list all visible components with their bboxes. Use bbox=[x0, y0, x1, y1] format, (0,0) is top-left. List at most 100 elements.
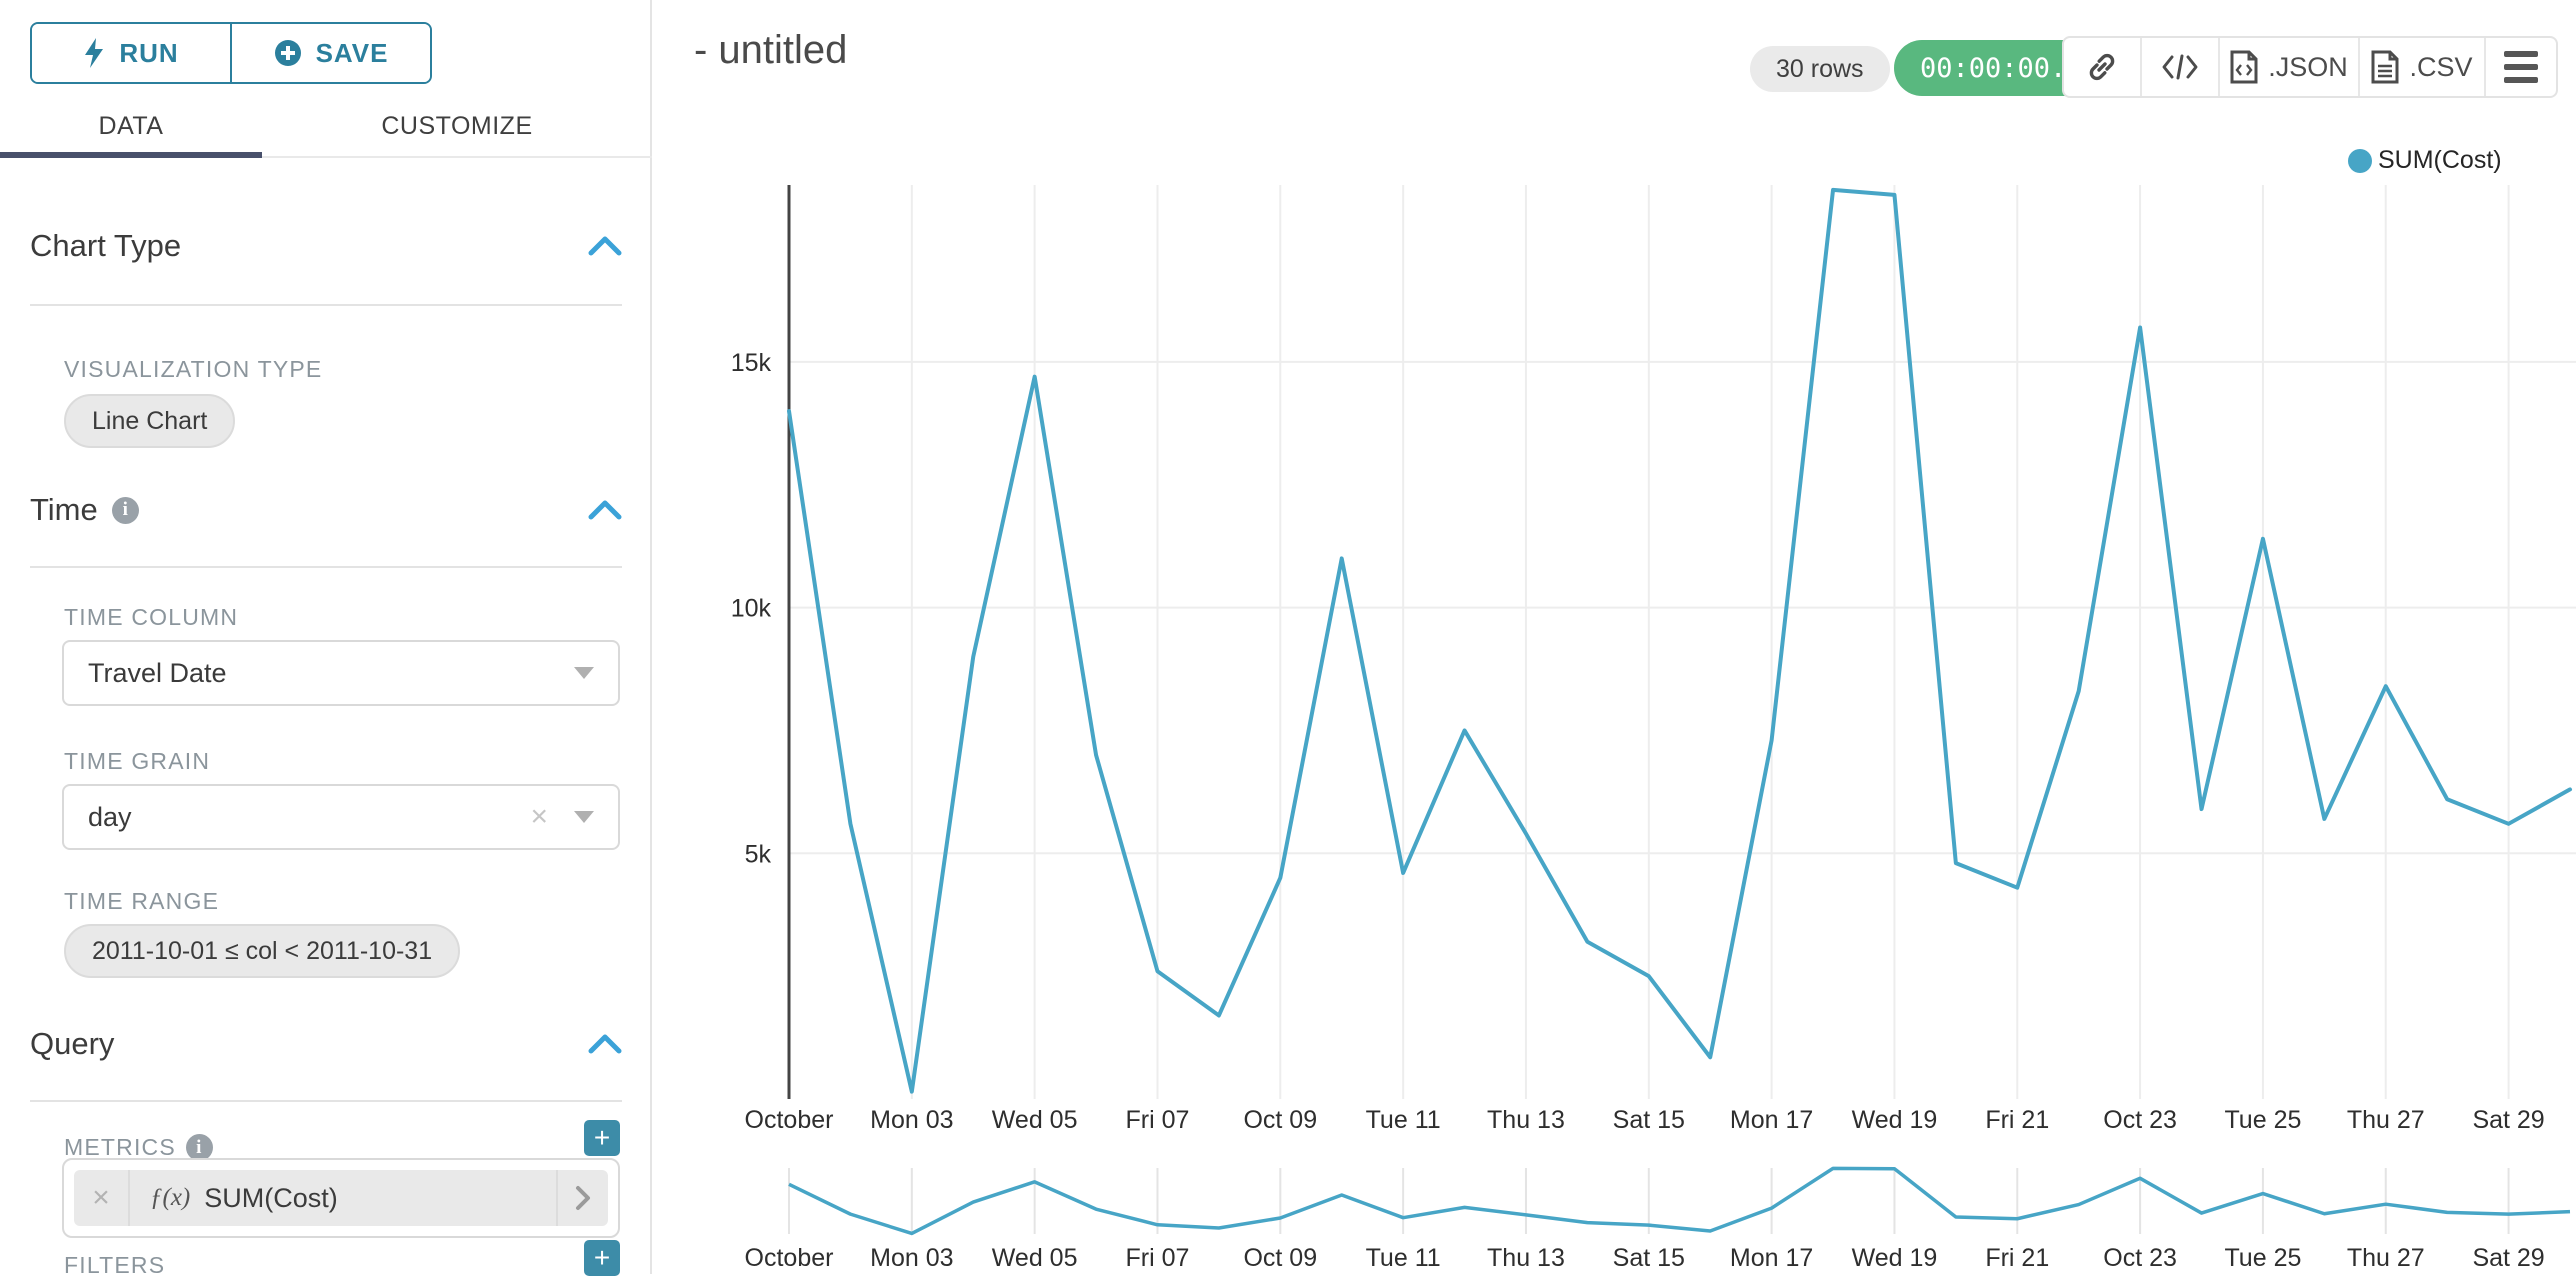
svg-text:Wed 05: Wed 05 bbox=[992, 1244, 1078, 1272]
section-time-header[interactable]: Time i bbox=[30, 492, 622, 528]
lightning-icon bbox=[85, 38, 104, 68]
control-panel-sidebar: RUN SAVE DATA CUSTOMIZE Chart Type VISUA… bbox=[0, 0, 652, 1278]
svg-text:Thu 13: Thu 13 bbox=[1487, 1106, 1565, 1134]
svg-text:Sat 29: Sat 29 bbox=[2472, 1244, 2544, 1272]
legend-item-sum-cost[interactable]: SUM(Cost) bbox=[2348, 146, 2502, 175]
section-chart-type-title: Chart Type bbox=[30, 228, 182, 263]
svg-text:Thu 27: Thu 27 bbox=[2347, 1244, 2425, 1272]
json-label: .JSON bbox=[2268, 51, 2348, 82]
svg-text:Fri 07: Fri 07 bbox=[1126, 1244, 1190, 1272]
section-query-title: Query bbox=[30, 1026, 115, 1061]
chevron-down-icon bbox=[574, 811, 594, 823]
tab-data[interactable]: DATA bbox=[0, 96, 262, 158]
chart-menu-button[interactable] bbox=[2486, 38, 2556, 96]
run-button[interactable]: RUN bbox=[32, 24, 232, 82]
json-file-icon bbox=[2230, 50, 2258, 84]
time-range-pill[interactable]: 2011-10-01 ≤ col < 2011-10-31 bbox=[64, 924, 461, 978]
save-button[interactable]: SAVE bbox=[232, 24, 430, 82]
time-column-value: Travel Date bbox=[88, 657, 227, 688]
save-label: SAVE bbox=[315, 37, 389, 68]
filters-label: FILTERS bbox=[64, 1252, 166, 1278]
time-column-label: TIME COLUMN bbox=[64, 604, 239, 630]
svg-text:Tue 11: Tue 11 bbox=[1366, 1106, 1441, 1134]
svg-text:Oct 09: Oct 09 bbox=[1243, 1106, 1317, 1134]
metric-pill: × ƒ(x) SUM(Cost) bbox=[74, 1170, 608, 1226]
svg-text:Tue 25: Tue 25 bbox=[2224, 1106, 2301, 1134]
svg-text:Sat 15: Sat 15 bbox=[1613, 1106, 1685, 1134]
svg-text:Thu 13: Thu 13 bbox=[1487, 1244, 1565, 1272]
svg-text:Wed 05: Wed 05 bbox=[992, 1106, 1078, 1134]
time-grain-value: day bbox=[88, 801, 132, 832]
hamburger-menu-icon bbox=[2504, 51, 2538, 83]
time-grain-select[interactable]: day × bbox=[62, 784, 620, 850]
time-range-label: TIME RANGE bbox=[64, 888, 220, 914]
csv-file-icon bbox=[2371, 50, 2399, 84]
chevron-right-icon bbox=[576, 1186, 590, 1210]
remove-metric-icon[interactable]: × bbox=[74, 1170, 130, 1226]
plus-circle-icon bbox=[274, 40, 301, 66]
run-save-button-group: RUN SAVE bbox=[30, 22, 432, 84]
range-selector-chart[interactable]: October Mon 03 Wed 05 Fri 07 Oct 09 Tue 11 Thu… bbox=[652, 1154, 2576, 1274]
row-count-badge: 30 rows bbox=[1750, 46, 1890, 92]
svg-text:Wed 19: Wed 19 bbox=[1852, 1244, 1938, 1272]
info-icon[interactable]: i bbox=[111, 496, 139, 524]
csv-label: .CSV bbox=[2409, 51, 2473, 82]
time-grain-label: TIME GRAIN bbox=[64, 748, 211, 774]
panel-tabs: DATA CUSTOMIZE bbox=[0, 96, 652, 158]
metrics-label: METRICS bbox=[64, 1134, 176, 1160]
svg-text:Oct 23: Oct 23 bbox=[2103, 1244, 2177, 1272]
link-icon bbox=[2089, 53, 2115, 81]
metric-expand-button[interactable] bbox=[556, 1170, 608, 1226]
run-label: RUN bbox=[119, 37, 179, 68]
info-icon[interactable]: i bbox=[185, 1134, 213, 1161]
legend-dot-icon bbox=[2348, 148, 2372, 173]
divider bbox=[30, 304, 622, 306]
view-query-button[interactable] bbox=[2142, 38, 2220, 96]
svg-text:5k: 5k bbox=[745, 840, 772, 868]
line-chart: 5k 10k 15k October Mon 03 Wed 05 Fri 07 Oct 09 T… bbox=[731, 185, 2576, 1134]
svg-text:Sat 15: Sat 15 bbox=[1613, 1244, 1685, 1272]
chart-title[interactable]: - untitled bbox=[694, 28, 848, 72]
section-time-title: Time bbox=[30, 492, 98, 527]
metrics-dropzone: × ƒ(x) SUM(Cost) bbox=[62, 1158, 620, 1238]
svg-text:15k: 15k bbox=[731, 349, 772, 377]
svg-text:Mon 17: Mon 17 bbox=[1730, 1106, 1813, 1134]
collapse-chevron-icon[interactable] bbox=[588, 499, 622, 521]
legend-label: SUM(Cost) bbox=[2378, 146, 2502, 174]
clear-icon[interactable]: × bbox=[530, 800, 548, 833]
export-json-button[interactable]: .JSON bbox=[2220, 38, 2360, 96]
svg-text:Fri 21: Fri 21 bbox=[1985, 1244, 2049, 1272]
export-toolbar: .JSON .CSV bbox=[2062, 36, 2558, 98]
svg-text:Tue 25: Tue 25 bbox=[2224, 1244, 2301, 1272]
time-column-select[interactable]: Travel Date bbox=[62, 640, 620, 706]
visualization-type-label: VISUALIZATION TYPE bbox=[64, 356, 323, 382]
svg-text:Oct 23: Oct 23 bbox=[2103, 1106, 2177, 1134]
section-chart-type-header[interactable]: Chart Type bbox=[30, 228, 622, 264]
section-query-header[interactable]: Query bbox=[30, 1026, 622, 1062]
metric-name: SUM(Cost) bbox=[204, 1182, 338, 1213]
metric-editor-trigger[interactable]: ƒ(x) SUM(Cost) bbox=[130, 1183, 556, 1214]
add-filter-button[interactable]: + bbox=[584, 1240, 620, 1276]
svg-text:Mon 03: Mon 03 bbox=[870, 1106, 953, 1134]
divider bbox=[30, 1100, 622, 1102]
code-icon bbox=[2162, 54, 2198, 80]
svg-text:Oct 09: Oct 09 bbox=[1243, 1244, 1317, 1272]
svg-text:Tue 11: Tue 11 bbox=[1366, 1244, 1441, 1272]
add-metric-button[interactable]: + bbox=[584, 1120, 620, 1156]
share-link-button[interactable] bbox=[2064, 38, 2142, 96]
svg-text:Sat 29: Sat 29 bbox=[2472, 1106, 2544, 1134]
visualization-type-pill[interactable]: Line Chart bbox=[64, 394, 236, 448]
export-csv-button[interactable]: .CSV bbox=[2360, 38, 2486, 96]
svg-text:10k: 10k bbox=[731, 595, 772, 623]
svg-text:Fri 07: Fri 07 bbox=[1126, 1106, 1190, 1134]
collapse-chevron-icon[interactable] bbox=[588, 1033, 622, 1055]
chevron-down-icon bbox=[574, 667, 594, 679]
collapse-chevron-icon[interactable] bbox=[588, 235, 622, 257]
fx-icon: ƒ(x) bbox=[150, 1184, 191, 1211]
svg-text:October: October bbox=[745, 1244, 834, 1272]
tab-customize[interactable]: CUSTOMIZE bbox=[381, 111, 533, 140]
svg-text:Thu 27: Thu 27 bbox=[2347, 1106, 2425, 1134]
svg-text:Mon 03: Mon 03 bbox=[870, 1244, 953, 1272]
metrics-label-row: METRICS i bbox=[64, 1134, 213, 1161]
svg-text:Fri 21: Fri 21 bbox=[1985, 1106, 2049, 1134]
